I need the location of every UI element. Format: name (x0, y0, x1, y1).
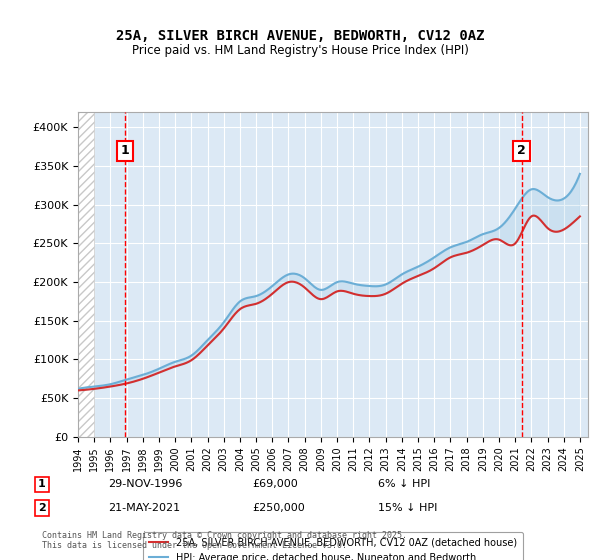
Text: 1: 1 (38, 479, 46, 489)
Text: £69,000: £69,000 (252, 479, 298, 489)
Text: 21-MAY-2021: 21-MAY-2021 (108, 503, 180, 513)
Text: 25A, SILVER BIRCH AVENUE, BEDWORTH, CV12 0AZ: 25A, SILVER BIRCH AVENUE, BEDWORTH, CV12… (116, 29, 484, 44)
Text: 15% ↓ HPI: 15% ↓ HPI (378, 503, 437, 513)
Text: Contains HM Land Registry data © Crown copyright and database right 2025.
This d: Contains HM Land Registry data © Crown c… (42, 530, 407, 550)
Text: 29-NOV-1996: 29-NOV-1996 (108, 479, 182, 489)
Bar (78, 112, 94, 437)
Text: £250,000: £250,000 (252, 503, 305, 513)
Text: 1: 1 (121, 144, 130, 157)
Legend: 25A, SILVER BIRCH AVENUE, BEDWORTH, CV12 0AZ (detached house), HPI: Average pric: 25A, SILVER BIRCH AVENUE, BEDWORTH, CV12… (143, 532, 523, 560)
Text: 6% ↓ HPI: 6% ↓ HPI (378, 479, 430, 489)
Text: Price paid vs. HM Land Registry's House Price Index (HPI): Price paid vs. HM Land Registry's House … (131, 44, 469, 57)
Text: 2: 2 (517, 144, 526, 157)
Text: 2: 2 (38, 503, 46, 513)
